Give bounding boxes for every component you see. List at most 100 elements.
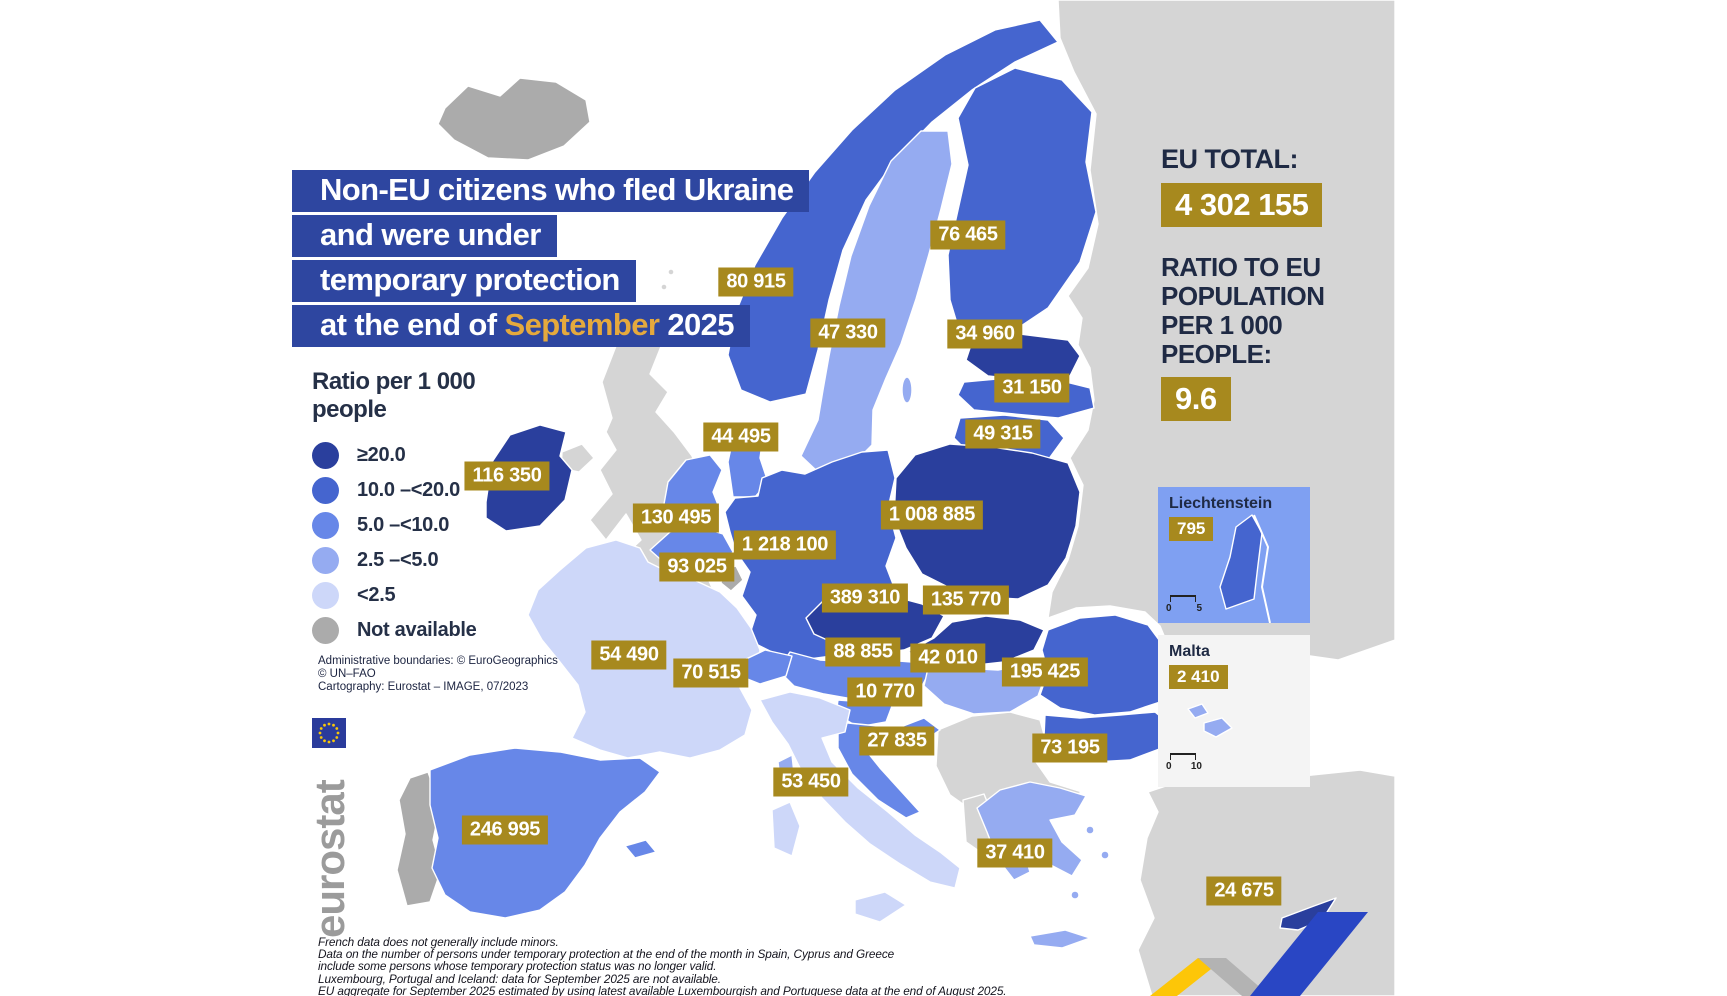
legend-row-2p5-5: 2.5 –<5.0	[312, 543, 476, 578]
value-badge-germany: 1 218 100	[733, 530, 837, 560]
value-badge-switzerland: 70 515	[673, 658, 749, 688]
title-line-1: Non-EU citizens who fled Ukraine	[292, 170, 810, 212]
title-line-1-text: Non-EU citizens who fled Ukraine	[320, 172, 794, 207]
value-badge-estonia: 34 960	[947, 319, 1023, 349]
liechtenstein-value-badge: 795	[1169, 517, 1214, 541]
legend-row-10-20: 10.0 –<20.0	[312, 473, 476, 508]
ratio-value: 9.6	[1161, 377, 1231, 421]
legend-label-2p5-5: 2.5 –<5.0	[357, 549, 439, 571]
attribution-line-2: © UN–FAO	[318, 668, 376, 680]
infographic-title: Non-EU citizens who fled Ukraine and wer…	[292, 170, 810, 350]
map-aegean-island2	[1100, 850, 1110, 860]
liechtenstein-scalebar	[1170, 595, 1196, 602]
legend-label-5-10: 5.0 –<10.0	[357, 514, 450, 536]
brand-decoration	[1150, 912, 1368, 996]
attribution-block: Administrative boundaries: © EuroGeograp…	[318, 655, 558, 694]
value-badge-greece: 37 410	[977, 838, 1053, 868]
eu-flag-stars	[318, 722, 340, 744]
map-gotland	[901, 376, 913, 404]
value-badge-belgium: 93 025	[659, 552, 735, 582]
liechtenstein-inset-map	[1219, 514, 1271, 623]
title-line-4-prefix: at the end of	[320, 307, 505, 342]
legend-row-lt2p5: <2.5	[312, 578, 476, 613]
map-aegean-island	[1085, 825, 1095, 835]
value-badge-croatia: 27 835	[859, 726, 935, 756]
title-line-4: at the end of September 2025	[292, 305, 750, 347]
attribution-line-1: Administrative boundaries: © EuroGeograp…	[318, 655, 558, 667]
title-line-2-text: and were under	[320, 217, 541, 252]
map-crete	[1029, 929, 1091, 949]
legend-row-gte20: ≥20.0	[312, 438, 476, 473]
value-badge-cyprus: 24 675	[1206, 876, 1282, 906]
liechtenstein-inset: Liechtenstein 795 0 5	[1158, 487, 1310, 623]
decoration-yellow-shape	[1150, 958, 1225, 996]
map-shetland2	[667, 268, 675, 276]
map-sicily	[854, 891, 907, 923]
malta-title: Malta	[1169, 643, 1210, 660]
value-badge-slovakia: 135 770	[922, 585, 1010, 615]
legend-swatch-10-20	[312, 477, 339, 504]
value-badge-bulgaria: 73 195	[1032, 733, 1108, 763]
attribution-line-3: Cartography: Eurostat – IMAGE, 07/2023	[318, 681, 529, 693]
malta-scale-labels: 0 10	[1166, 761, 1202, 772]
legend-swatch-gte20	[312, 442, 339, 469]
eu-total-block: EU TOTAL: 4 302 155 RATIO TO EU POPULATI…	[1161, 144, 1341, 421]
legend-label-lt2p5: <2.5	[357, 584, 396, 606]
map-shetland	[660, 283, 668, 291]
legend-label-10-20: 10.0 –<20.0	[357, 479, 460, 501]
map-malta	[1203, 717, 1233, 738]
liechtenstein-scale-min: 0	[1166, 603, 1172, 614]
legend-swatch-2p5-5	[312, 547, 339, 574]
eurostat-wordmark: eurostat	[306, 780, 353, 938]
value-badge-sweden: 47 330	[810, 318, 886, 348]
value-badge-netherlands: 130 495	[632, 503, 720, 533]
footnote-line-4: Luxembourg, Portugal and Iceland: data f…	[318, 971, 721, 986]
title-line-3: temporary protection	[292, 260, 636, 302]
legend-swatch-lt2p5	[312, 582, 339, 609]
value-badge-lithuania: 49 315	[965, 419, 1041, 449]
value-badge-slovenia: 10 770	[847, 677, 923, 707]
liechtenstein-border-line	[1253, 514, 1271, 623]
value-badge-denmark: 44 495	[703, 422, 779, 452]
map-balearics	[624, 839, 657, 859]
footnotes-block: French data does not generally include m…	[318, 936, 1007, 996]
footnote-line-1: French data does not generally include m…	[318, 935, 559, 949]
malta-scale-max: 10	[1190, 761, 1202, 772]
value-badge-poland: 1 008 885	[880, 500, 984, 530]
eu-total-label: EU TOTAL:	[1161, 144, 1299, 174]
malta-inset: Malta 2 410 0 10	[1158, 635, 1310, 787]
decoration-blue-shape	[1250, 912, 1368, 996]
value-badge-finland: 76 465	[930, 220, 1006, 250]
ratio-label: RATIO TO EU POPULATION PER 1 000 PEOPLE:	[1161, 252, 1325, 369]
footnote-line-5: EU aggregate for September 2025 estimate…	[318, 983, 1007, 996]
value-badge-austria: 88 855	[825, 637, 901, 667]
map-legend: Ratio per 1 000 people ≥20.0 10.0 –<20.0 …	[312, 368, 477, 648]
map-aegean-island3	[1070, 890, 1080, 900]
liechtenstein-title: Liechtenstein	[1169, 495, 1273, 512]
legend-swatch-5-10	[312, 512, 339, 539]
value-badge-france: 54 490	[591, 640, 667, 670]
title-month: September	[504, 307, 660, 342]
value-badge-hungary: 42 010	[910, 643, 986, 673]
liechtenstein-scale-max: 5	[1196, 603, 1202, 614]
malta-inset-map	[1187, 703, 1233, 738]
legend-title: Ratio per 1 000 people	[312, 368, 476, 423]
eu-total-value: 4 302 155	[1161, 183, 1323, 227]
value-badge-czechia: 389 310	[821, 583, 909, 613]
map-iceland	[437, 77, 591, 161]
footnote-line-2: Data on the number of persons under temp…	[318, 947, 895, 962]
legend-swatch-na	[312, 617, 339, 644]
title-year: 2025	[659, 307, 734, 342]
legend-label-na: Not available	[357, 619, 477, 641]
value-badge-italy: 53 450	[773, 767, 849, 797]
map-liechtenstein	[1219, 514, 1263, 610]
malta-scale-min: 0	[1166, 761, 1172, 772]
decoration-gray-shape	[1198, 958, 1270, 996]
map-gozo	[1187, 703, 1209, 719]
eu-flag-field	[312, 718, 346, 748]
legend-row-na: Not available	[312, 613, 477, 648]
non-eu-landmass	[560, 0, 1396, 996]
footnote-line-3: include some persons whose temporary pro…	[318, 959, 717, 974]
map-sardinia	[771, 801, 801, 857]
